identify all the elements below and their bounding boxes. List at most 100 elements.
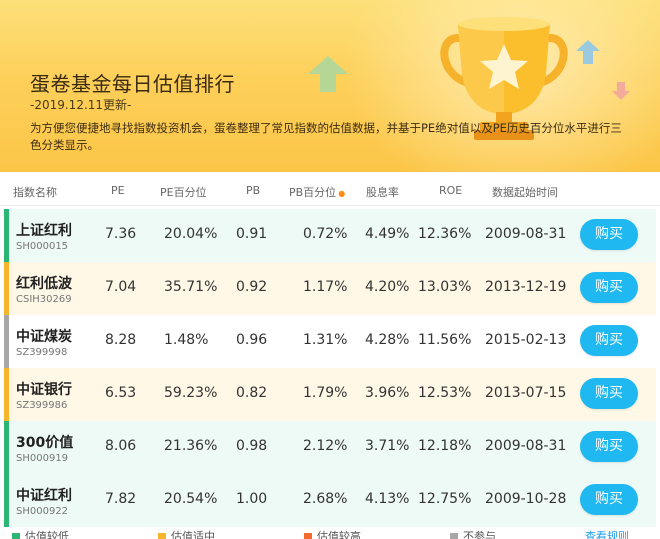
pb-value: 0.92 xyxy=(236,279,268,295)
index-name[interactable]: 中证银行 xyxy=(16,382,72,398)
start-date-value: 2009-08-31 xyxy=(485,438,567,454)
view-rules-link[interactable]: 查看规则 xyxy=(585,530,629,539)
table-row[interactable]: 上证红利 SH000015 7.36 20.04% 0.91 0.72% 4.49% 12.3… xyxy=(4,209,656,262)
legend-swatch-none xyxy=(450,533,458,539)
table-row[interactable]: 中证煤炭 SZ399998 8.28 1.48% 0.96 1.31% 4.28% 11.56… xyxy=(4,315,656,368)
col-header-pb-percentile-label: PB百分位 xyxy=(289,186,337,199)
pe-value: 7.36 xyxy=(105,226,137,242)
start-date-value: 2013-07-15 xyxy=(485,385,567,401)
legend-label-high: 估值较高 xyxy=(317,530,361,539)
pb-percentile-value: 1.17% xyxy=(303,279,348,295)
arrow-up-icon xyxy=(576,40,600,64)
col-header-start-date[interactable]: 数据起始时间 xyxy=(492,186,558,199)
pe-value: 8.06 xyxy=(105,438,137,454)
pb-percentile-value: 2.12% xyxy=(303,438,348,454)
index-code: SZ399998 xyxy=(16,347,68,358)
table-header: 指数名称 PE PE百分位 PB PB百分位 ● 股息率 ROE 数据起始时间 xyxy=(0,176,660,206)
buy-button[interactable]: 购买 xyxy=(580,431,638,462)
index-code: SH000015 xyxy=(16,241,69,252)
index-name[interactable]: 中证红利 xyxy=(16,488,72,504)
pe-percentile-value: 20.04% xyxy=(164,226,218,242)
dividend-yield-value: 4.28% xyxy=(365,332,410,348)
col-header-dividend[interactable]: 股息率 xyxy=(366,186,399,199)
col-header-pb-percentile[interactable]: PB百分位 ● xyxy=(289,184,345,200)
pe-value: 7.04 xyxy=(105,279,137,295)
index-code: CSIH30269 xyxy=(16,294,72,305)
buy-button[interactable]: 购买 xyxy=(580,484,638,515)
pe-percentile-value: 59.23% xyxy=(164,385,218,401)
roe-value: 12.18% xyxy=(418,438,472,454)
table-row[interactable]: 中证银行 SZ399986 6.53 59.23% 0.82 1.79% 3.96% 12.5… xyxy=(4,368,656,421)
legend-label-mid: 估值适中 xyxy=(171,530,215,539)
col-header-name: 指数名称 xyxy=(13,186,57,199)
table-row[interactable]: 300价值 SH000919 8.06 21.36% 0.98 2.12% 3.71% 12.… xyxy=(4,421,656,474)
roe-value: 12.53% xyxy=(418,385,472,401)
legend-item-mid: 估值适中 xyxy=(158,528,215,539)
index-code: SH000922 xyxy=(16,506,69,517)
sort-indicator-icon: ● xyxy=(338,189,346,198)
status-color-bar xyxy=(4,474,9,527)
roe-value: 12.36% xyxy=(418,226,472,242)
roe-value: 13.03% xyxy=(418,279,472,295)
legend: 估值较低 估值适中 估值较高 不参与 查看规则 xyxy=(0,528,660,539)
pe-value: 6.53 xyxy=(105,385,137,401)
status-color-bar xyxy=(4,262,9,315)
dividend-yield-value: 3.71% xyxy=(365,438,410,454)
status-color-bar xyxy=(4,368,9,421)
table-row[interactable]: 中证红利 SH000922 7.82 20.54% 1.00 2.68% 4.13% 12.7… xyxy=(4,474,656,527)
pe-percentile-value: 20.54% xyxy=(164,491,218,507)
update-date: -2019.12.11更新- xyxy=(30,98,132,112)
status-color-bar xyxy=(4,421,9,474)
index-code: SZ399986 xyxy=(16,400,68,411)
status-color-bar xyxy=(4,209,9,262)
header-banner: 蛋卷基金每日估值排行 -2019.12.11更新- 为方便您便捷地寻找指数投资机… xyxy=(0,0,660,172)
index-code: SH000919 xyxy=(16,453,69,464)
status-color-bar xyxy=(4,315,9,368)
pb-value: 0.91 xyxy=(236,226,268,242)
roe-value: 11.56% xyxy=(418,332,472,348)
legend-swatch-low xyxy=(12,533,20,539)
pe-value: 7.82 xyxy=(105,491,137,507)
legend-label-low: 估值较低 xyxy=(25,530,69,539)
arrow-up-icon xyxy=(308,56,348,92)
col-header-pe-percentile[interactable]: PE百分位 xyxy=(160,186,207,199)
col-header-pb[interactable]: PB xyxy=(246,184,261,197)
pe-percentile-value: 1.48% xyxy=(164,332,209,348)
index-name[interactable]: 红利低波 xyxy=(16,276,72,292)
pb-value: 1.00 xyxy=(236,491,268,507)
index-name[interactable]: 中证煤炭 xyxy=(16,329,72,345)
legend-item-high: 估值较高 xyxy=(304,528,361,539)
buy-button[interactable]: 购买 xyxy=(580,325,638,356)
start-date-value: 2009-08-31 xyxy=(485,226,567,242)
roe-value: 12.75% xyxy=(418,491,472,507)
legend-item-low: 估值较低 xyxy=(12,528,69,539)
arrow-down-icon xyxy=(612,82,630,100)
table-row[interactable]: 红利低波 CSIH30269 7.04 35.71% 0.92 1.17% 4.20% 13.… xyxy=(4,262,656,315)
pb-value: 0.82 xyxy=(236,385,268,401)
pb-value: 0.96 xyxy=(236,332,268,348)
index-name[interactable]: 上证红利 xyxy=(16,223,72,239)
dividend-yield-value: 4.13% xyxy=(365,491,410,507)
pe-percentile-value: 35.71% xyxy=(164,279,218,295)
index-name[interactable]: 300价值 xyxy=(16,435,74,451)
pb-percentile-value: 1.79% xyxy=(303,385,348,401)
buy-button[interactable]: 购买 xyxy=(580,272,638,303)
page-title: 蛋卷基金每日估值排行 xyxy=(30,72,235,96)
pb-percentile-value: 2.68% xyxy=(303,491,348,507)
pe-value: 8.28 xyxy=(105,332,137,348)
dividend-yield-value: 3.96% xyxy=(365,385,410,401)
legend-item-none: 不参与 xyxy=(450,528,496,539)
pb-percentile-value: 1.31% xyxy=(303,332,348,348)
dividend-yield-value: 4.20% xyxy=(365,279,410,295)
buy-button[interactable]: 购买 xyxy=(580,378,638,409)
start-date-value: 2015-02-13 xyxy=(485,332,567,348)
legend-swatch-high xyxy=(304,533,312,539)
pb-percentile-value: 0.72% xyxy=(303,226,348,242)
pe-percentile-value: 21.36% xyxy=(164,438,218,454)
buy-button[interactable]: 购买 xyxy=(580,219,638,250)
start-date-value: 2009-10-28 xyxy=(485,491,567,507)
pb-value: 0.98 xyxy=(236,438,268,454)
col-header-roe[interactable]: ROE xyxy=(439,184,463,197)
start-date-value: 2013-12-19 xyxy=(485,279,567,295)
col-header-pe[interactable]: PE xyxy=(111,184,125,197)
